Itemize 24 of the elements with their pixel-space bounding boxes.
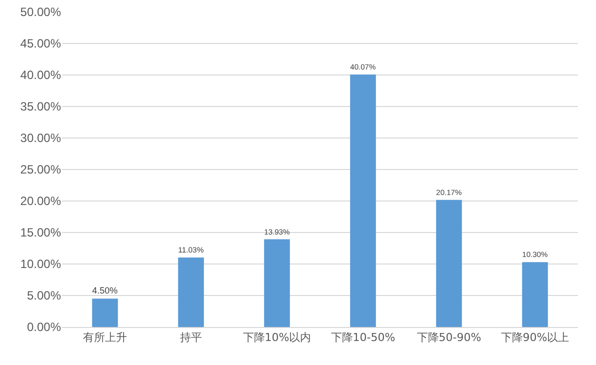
bar <box>436 200 462 327</box>
y-tick-label: 5.00% <box>26 288 62 303</box>
bar <box>350 74 376 327</box>
y-tick-label: 45.00% <box>20 36 62 51</box>
bar <box>178 258 204 327</box>
y-tick-label: 10.00% <box>20 257 62 272</box>
bar <box>522 262 548 327</box>
y-tick-label: 25.00% <box>20 162 62 177</box>
bar <box>92 298 118 327</box>
x-tick-label: 下降10-50% <box>330 331 396 344</box>
x-tick-label: 下降90%以上 <box>500 331 570 344</box>
x-tick-label: 持平 <box>180 331 202 344</box>
bar <box>264 239 290 327</box>
x-tick-label: 有所上升 <box>83 331 127 344</box>
y-tick-label: 30.00% <box>20 131 62 146</box>
data-label: 4.50% <box>92 285 118 296</box>
y-tick-label: 35.00% <box>20 100 62 114</box>
y-tick-label: 0.00% <box>26 320 62 334</box>
y-tick-label: 50.00% <box>20 5 62 20</box>
y-tick-label: 40.00% <box>20 68 62 82</box>
x-tick-label: 下降10%以内 <box>242 331 312 344</box>
y-tick-label: 15.00% <box>20 226 62 240</box>
x-tick-label: 下降50-90% <box>416 331 482 344</box>
y-tick-label: 20.00% <box>20 194 62 208</box>
